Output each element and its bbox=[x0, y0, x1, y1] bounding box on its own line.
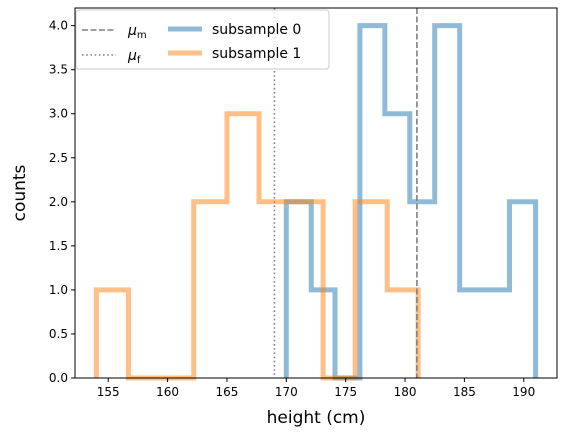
y-axis-ticks: 0.0 0.5 1.0 1.5 2.0 2.5 3.0 3.5 4.0 bbox=[49, 19, 75, 385]
legend-label: μm bbox=[127, 23, 147, 41]
x-tick-label: 190 bbox=[512, 385, 535, 399]
y-tick-label: 4.0 bbox=[49, 19, 68, 33]
legend-label: μf bbox=[127, 48, 141, 66]
x-tick-label: 175 bbox=[334, 385, 357, 399]
y-tick-label: 2.5 bbox=[49, 151, 68, 165]
x-tick-label: 165 bbox=[216, 385, 239, 399]
y-tick-label: 2.0 bbox=[49, 195, 68, 209]
legend-entry: subsample 0 bbox=[168, 22, 301, 38]
x-tick-label: 185 bbox=[453, 385, 476, 399]
reference-lines bbox=[273, 8, 418, 378]
x-tick-label: 170 bbox=[275, 385, 298, 399]
legend-label: subsample 1 bbox=[212, 46, 301, 62]
histogram-series-1 bbox=[93, 111, 421, 381]
plot-frame bbox=[74, 7, 558, 379]
histogram-series-0 bbox=[283, 23, 539, 381]
histogram-bars bbox=[93, 23, 539, 381]
legend: μm μf subsample 0 subsample 1 bbox=[75, 9, 330, 70]
y-tick-label: 0.5 bbox=[49, 327, 68, 341]
y-tick-label: 3.5 bbox=[49, 63, 68, 77]
y-axis-label: counts bbox=[10, 164, 30, 221]
x-axis-label: height (cm) bbox=[267, 408, 366, 428]
x-tick-label: 155 bbox=[97, 385, 120, 399]
y-tick-label: 3.0 bbox=[49, 107, 68, 121]
y-tick-label: 1.5 bbox=[49, 239, 68, 253]
legend-label: subsample 0 bbox=[212, 22, 301, 38]
y-tick-label: 0.0 bbox=[49, 371, 68, 385]
legend-box bbox=[75, 9, 330, 70]
legend-entry: subsample 1 bbox=[168, 46, 301, 62]
x-axis-ticks: 155 160 165 170 175 180 185 190 bbox=[97, 378, 535, 399]
y-tick-label: 1.0 bbox=[49, 283, 68, 297]
x-tick-label: 180 bbox=[394, 385, 417, 399]
x-tick-label: 160 bbox=[156, 385, 179, 399]
legend-entry: μm bbox=[82, 23, 147, 41]
legend-entry: μf bbox=[82, 48, 141, 66]
